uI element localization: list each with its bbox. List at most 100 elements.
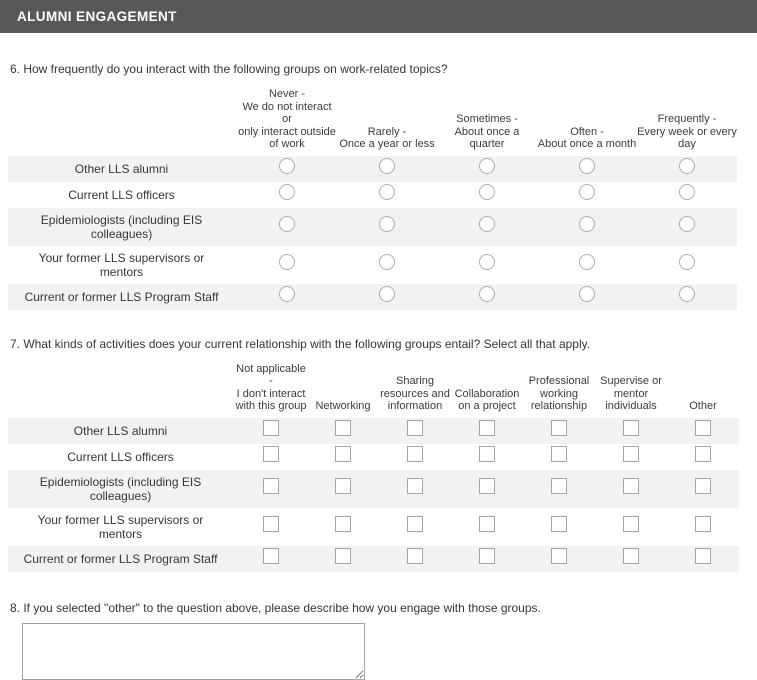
radio-button[interactable]	[579, 286, 595, 302]
question-6-text: 6. How frequently do you interact with t…	[10, 62, 448, 76]
q7-activities-matrix: Not applicable - I don't interact with t…	[8, 363, 739, 572]
checkbox[interactable]	[407, 420, 423, 436]
radio-button[interactable]	[479, 254, 495, 270]
checkbox[interactable]	[263, 516, 279, 532]
table-row: Current or former LLS Program Staff	[8, 283, 737, 310]
checkbox[interactable]	[479, 420, 495, 436]
radio-button[interactable]	[579, 158, 595, 174]
row-label: Your former LLS supervisors or mentors	[38, 250, 205, 279]
checkbox[interactable]	[551, 548, 567, 564]
section-title: ALUMNI ENGAGEMENT	[17, 9, 177, 24]
checkbox[interactable]	[407, 478, 423, 494]
checkbox[interactable]	[263, 478, 279, 494]
row-label: Current or former LLS Program Staff	[24, 289, 219, 304]
radio-button[interactable]	[379, 254, 395, 270]
column-header: Not applicable - I don't interact with t…	[235, 362, 307, 413]
question-8-text: 8. If you selected "other" to the questi…	[10, 600, 541, 615]
q6-header-row: Never - We do not interact or only inter…	[8, 88, 737, 156]
column-header: Rarely - Once a year or less	[339, 125, 435, 151]
checkbox[interactable]	[623, 516, 639, 532]
empty-header-cell	[8, 88, 237, 156]
table-row: Other LLS alumni	[8, 417, 739, 444]
column-header: Often - About once a month	[537, 125, 637, 151]
checkbox[interactable]	[407, 446, 423, 462]
checkbox[interactable]	[479, 478, 495, 494]
radio-button[interactable]	[379, 184, 395, 200]
radio-button[interactable]	[679, 286, 695, 302]
section-header-bar: ALUMNI ENGAGEMENT	[0, 0, 757, 33]
row-label: Other LLS alumni	[74, 161, 169, 176]
checkbox[interactable]	[335, 516, 351, 532]
checkbox[interactable]	[623, 420, 639, 436]
radio-button[interactable]	[479, 184, 495, 200]
column-header: Collaboration on a project	[454, 387, 520, 413]
checkbox[interactable]	[263, 446, 279, 462]
radio-button[interactable]	[479, 216, 495, 232]
checkbox[interactable]	[263, 548, 279, 564]
column-header: Sharing resources and information	[380, 375, 450, 412]
checkbox[interactable]	[335, 478, 351, 494]
row-label: Epidemiologists (including EIS colleague…	[40, 212, 203, 241]
checkbox[interactable]	[335, 446, 351, 462]
radio-button[interactable]	[679, 158, 695, 174]
checkbox[interactable]	[695, 420, 711, 436]
checkbox[interactable]	[623, 548, 639, 564]
q6-frequency-matrix: Never - We do not interact or only inter…	[8, 88, 737, 310]
radio-button[interactable]	[379, 158, 395, 174]
column-header: Professional working relationship	[528, 375, 590, 412]
table-row: Epidemiologists (including EIS colleague…	[8, 469, 739, 508]
radio-button[interactable]	[679, 216, 695, 232]
radio-button[interactable]	[279, 184, 295, 200]
row-label: Epidemiologists (including EIS colleague…	[39, 474, 202, 503]
checkbox[interactable]	[551, 478, 567, 494]
checkbox[interactable]	[479, 516, 495, 532]
radio-button[interactable]	[279, 216, 295, 232]
checkbox[interactable]	[335, 548, 351, 564]
q7-header-row: Not applicable - I don't interact with t…	[8, 363, 739, 418]
radio-button[interactable]	[579, 216, 595, 232]
checkbox[interactable]	[407, 548, 423, 564]
radio-button[interactable]	[379, 286, 395, 302]
checkbox[interactable]	[695, 446, 711, 462]
q8-answer-textarea[interactable]	[22, 622, 365, 680]
column-header: Never - We do not interact or only inter…	[238, 88, 336, 150]
table-row: Current LLS officers	[8, 181, 737, 208]
radio-button[interactable]	[479, 158, 495, 174]
radio-button[interactable]	[279, 158, 295, 174]
checkbox[interactable]	[695, 516, 711, 532]
radio-button[interactable]	[579, 184, 595, 200]
radio-button[interactable]	[479, 286, 495, 302]
checkbox[interactable]	[551, 516, 567, 532]
column-header: Frequently - Every week or every day	[637, 113, 737, 150]
checkbox[interactable]	[623, 446, 639, 462]
row-label: Other LLS alumni	[73, 423, 168, 438]
checkbox[interactable]	[551, 420, 567, 436]
row-label: Current LLS officers	[68, 187, 175, 202]
radio-button[interactable]	[279, 254, 295, 270]
column-header: Sometimes - About once a quarter	[454, 113, 520, 150]
checkbox[interactable]	[335, 420, 351, 436]
checkbox[interactable]	[407, 516, 423, 532]
radio-button[interactable]	[379, 216, 395, 232]
radio-button[interactable]	[279, 286, 295, 302]
table-row: Your former LLS supervisors or mentors	[8, 507, 739, 546]
column-header: Other	[689, 400, 717, 412]
checkbox[interactable]	[263, 420, 279, 436]
checkbox[interactable]	[695, 478, 711, 494]
checkbox[interactable]	[551, 446, 567, 462]
table-row: Current or former LLS Program Staff	[8, 545, 739, 572]
column-header: Networking	[315, 400, 371, 412]
table-row: Current LLS officers	[8, 443, 739, 470]
question-7-text: 7. What kinds of activities does your cu…	[10, 336, 591, 351]
checkbox[interactable]	[695, 548, 711, 564]
checkbox[interactable]	[623, 478, 639, 494]
radio-button[interactable]	[679, 184, 695, 200]
checkbox[interactable]	[479, 548, 495, 564]
row-label: Current LLS officers	[67, 449, 174, 464]
radio-button[interactable]	[579, 254, 595, 270]
checkbox[interactable]	[479, 446, 495, 462]
row-label: Current or former LLS Program Staff	[23, 551, 218, 566]
table-row: Other LLS alumni	[8, 155, 737, 182]
table-row: Your former LLS supervisors or mentors	[8, 245, 737, 284]
radio-button[interactable]	[679, 254, 695, 270]
